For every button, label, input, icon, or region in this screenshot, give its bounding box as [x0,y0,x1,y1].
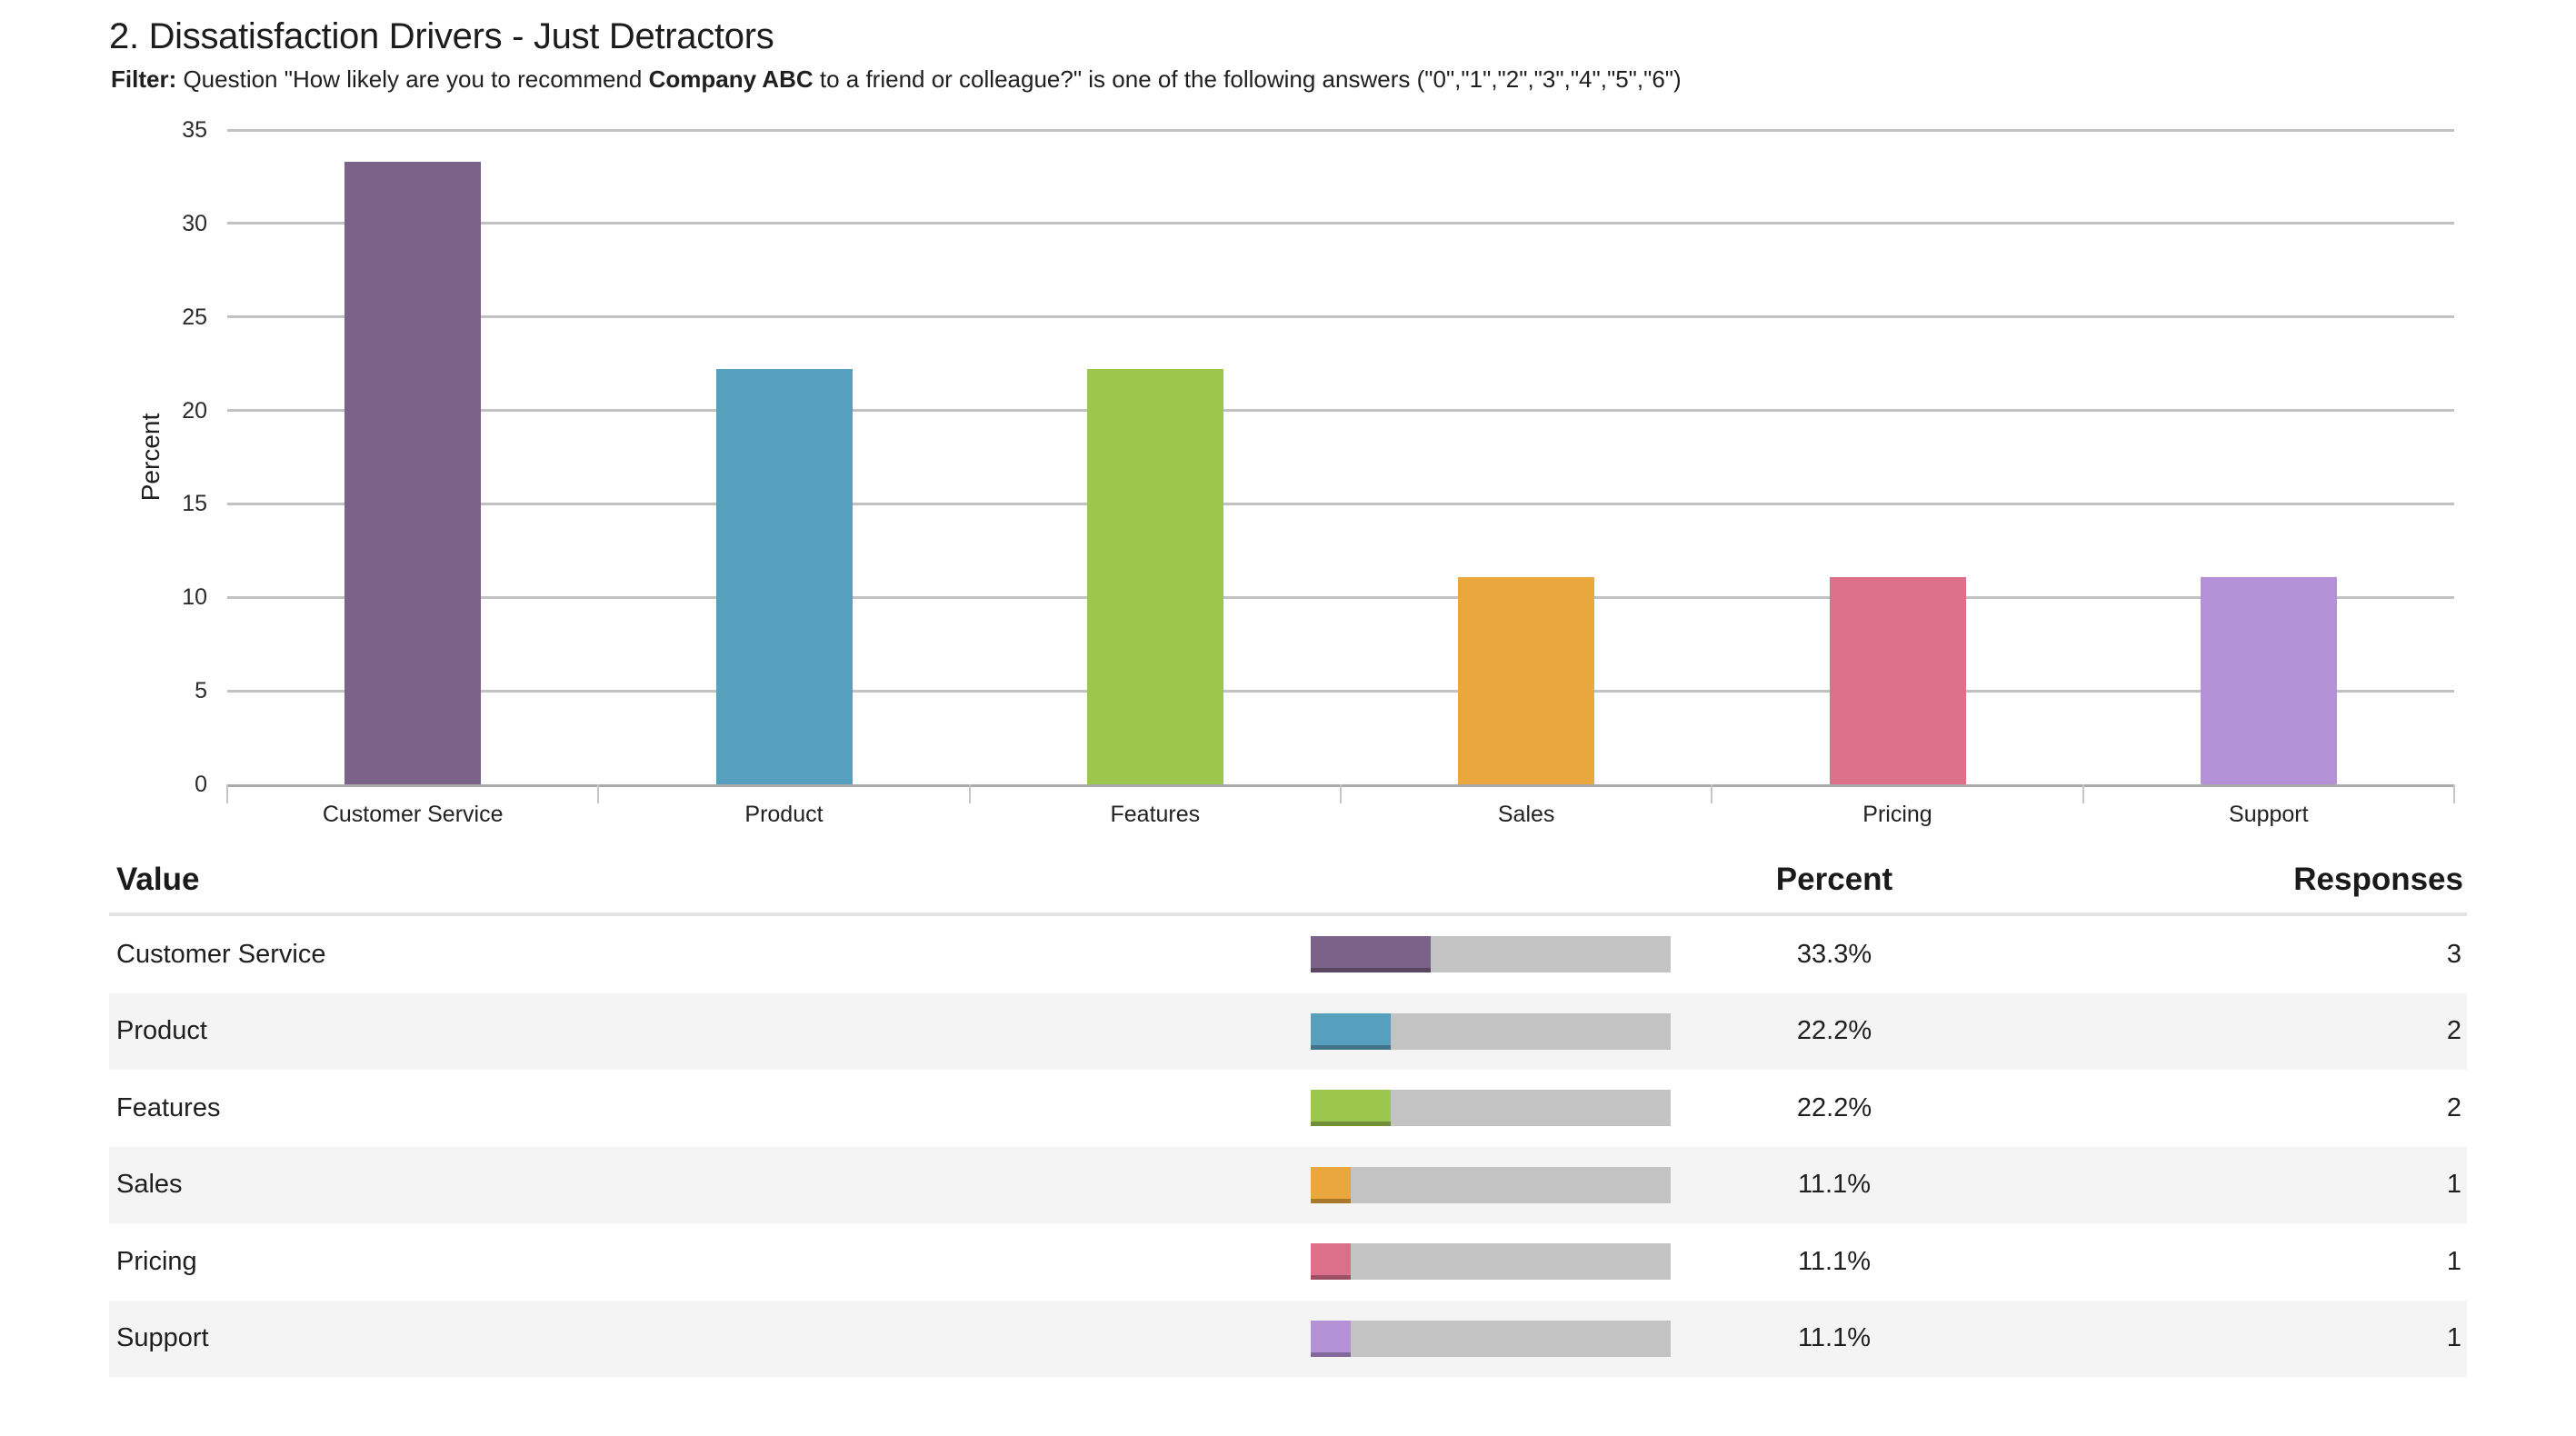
x-axis-tick [2453,784,2455,803]
row-percent-value: 22.2% [1796,1092,1872,1122]
column-header-percent: Percent [1775,862,1893,897]
mini-bar-fill [1311,1320,1351,1357]
row-bar-cell [1311,1090,1671,1127]
mini-bar-track [1311,1166,1671,1203]
column-header-value: Value [116,862,200,897]
row-value-label: Support [116,1323,209,1353]
gridline-10 [227,595,2454,599]
y-tick-label-30: 30 [182,210,207,236]
y-tick-label-15: 15 [182,491,207,517]
filter-company-name: Company ABC [648,65,814,93]
y-tick-label-5: 5 [195,678,207,704]
row-percent-value: 33.3% [1796,939,1872,969]
mini-bar-fill [1311,1243,1351,1281]
table-row: Features 22.2% 2 [109,1070,2467,1147]
mini-bar-fill [1311,936,1431,973]
filter-label: Filter: [111,65,177,93]
row-responses-value: 1 [2446,1323,2461,1353]
row-value-label: Customer Service [116,939,326,969]
bar-sales [1458,576,1595,784]
filter-text-after: to a friend or colleague?" is one of the… [813,65,1682,93]
plot-area [227,128,2454,787]
mini-bar-fill [1311,1090,1391,1127]
mini-bar-track [1311,1243,1671,1281]
row-percent-value: 22.2% [1796,1016,1872,1046]
table-row: Product 22.2% 2 [109,992,2467,1070]
x-axis-tick [1340,784,1342,803]
y-tick-label-20: 20 [182,397,207,424]
gridline-20 [227,409,2454,413]
row-responses-value: 3 [2446,939,2461,969]
row-bar-cell [1311,1166,1671,1203]
column-header-responses: Responses [2293,862,2463,897]
bar-support [2200,576,2337,784]
table-row: Pricing 11.1% 1 [109,1223,2467,1301]
row-value-label: Sales [116,1170,183,1200]
mini-bar-track [1311,1090,1671,1127]
table-row: Sales 11.1% 1 [109,1146,2467,1223]
y-tick-label-25: 25 [182,304,207,330]
x-axis-tick [2082,784,2084,803]
row-responses-value: 1 [2446,1170,2461,1200]
row-percent-value: 11.1% [1797,1170,1872,1200]
x-label-product: Product [744,802,824,827]
table-row: Customer Service 33.3% 3 [109,916,2467,993]
row-percent-value: 11.1% [1797,1246,1872,1276]
row-value-label: Features [116,1092,221,1122]
y-axis-labels: 0 5 10 15 20 25 30 35 [109,117,207,797]
results-table: Value Percent Responses Customer Service… [109,845,2467,1377]
row-value-label: Pricing [116,1246,197,1276]
y-tick-label-35: 35 [182,117,207,143]
bar-pricing [1829,576,1966,784]
gridline-25 [227,315,2454,319]
gridline-5 [227,689,2454,693]
x-label-customer-service: Customer Service [322,802,504,827]
mini-bar-fill [1311,1012,1391,1050]
table-row: Support 11.1% 1 [109,1300,2467,1377]
gridline-15 [227,502,2454,505]
x-axis-tick [597,784,600,803]
x-label-pricing: Pricing [1862,802,1932,827]
bar-product [715,369,853,784]
x-axis-tick [968,784,971,803]
table-body: Customer Service 33.3% 3 Product 22.2% 2… [109,916,2467,1377]
row-bar-cell [1311,936,1671,973]
bar-chart: Percent 0 5 10 15 20 25 30 35 Customer Service P… [109,115,2467,833]
row-responses-value: 1 [2446,1246,2461,1276]
mini-bar-track [1311,1012,1671,1050]
row-value-label: Product [116,1016,207,1046]
table-header-row: Value Percent Responses [109,845,2467,916]
x-axis-labels: Customer Service Product Features Sales Pric… [227,802,2454,828]
row-bar-cell [1311,1012,1671,1050]
filter-line: Filter: Question "How likely are you to … [111,64,2467,95]
row-bar-cell [1311,1243,1671,1281]
gridline-35 [227,128,2454,132]
bar-customer-service [344,161,482,784]
row-responses-value: 2 [2446,1016,2461,1046]
row-bar-cell [1311,1320,1671,1357]
mini-bar-track [1311,1320,1671,1357]
y-tick-label-10: 10 [182,584,207,611]
filter-text-before: Question "How likely are you to recommen… [176,65,649,93]
gridline-30 [227,222,2454,225]
x-axis-tick [1711,784,1713,803]
row-percent-value: 11.1% [1797,1323,1872,1353]
x-label-features: Features [1110,802,1201,827]
mini-bar-track [1311,936,1671,973]
row-responses-value: 2 [2446,1092,2461,1122]
mini-bar-fill [1311,1166,1351,1203]
bar-features [1086,369,1223,784]
x-axis-tick [226,784,228,803]
x-label-sales: Sales [1497,802,1555,827]
y-tick-label-0: 0 [195,772,207,797]
report-page: 2. Dissatisfaction Drivers - Just Detrac… [109,16,2467,1377]
page-title: 2. Dissatisfaction Drivers - Just Detrac… [109,16,774,56]
x-label-support: Support [2229,802,2309,827]
